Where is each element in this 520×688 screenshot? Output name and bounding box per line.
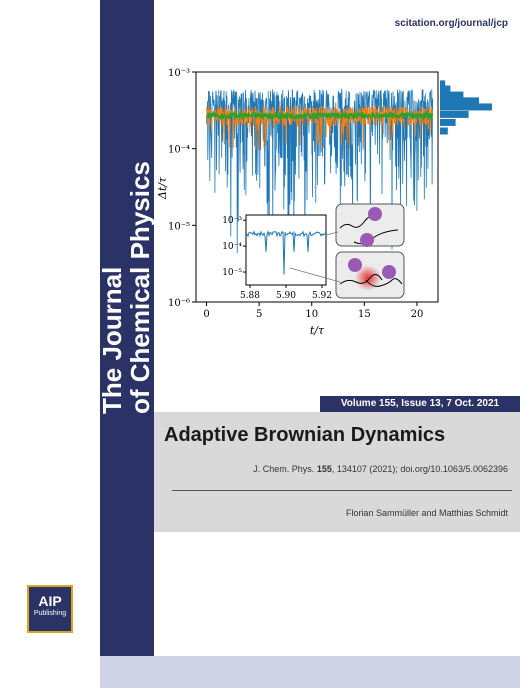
bottom-band (100, 656, 520, 688)
inset-x-tick-label: 5.88 (240, 291, 260, 301)
particle-3 (348, 258, 362, 272)
y-tick-label: 10⁻⁵ (168, 221, 190, 232)
histogram-bar (440, 91, 464, 99)
logo-subtext: Publishing (33, 610, 67, 617)
particle-4 (382, 265, 396, 279)
inset-y-tick-label: 10⁻⁴ (222, 242, 242, 252)
plot-series-group (206, 88, 434, 262)
collision-glow (355, 265, 381, 291)
x-tick-label: 15 (358, 309, 371, 320)
timestep-chart: 0 5 10 15 20 10⁻⁶ 10⁻⁵ 10⁻⁴ 10⁻³ 5.88 5.90 5.92 10⁻… (156, 68, 492, 337)
series-line (206, 110, 434, 122)
histogram-bar (440, 85, 451, 93)
journal-spine: The Journal of Chemical Physics (97, 0, 155, 688)
histogram-bar (440, 97, 479, 105)
x-tick-label: 0 (203, 309, 209, 320)
schematic-chain-4 (365, 278, 403, 287)
histogram-bar (440, 127, 448, 135)
y-axis-label: Δt/τ (156, 176, 169, 200)
article-citation[interactable]: J. Chem. Phys. 155, 134107 (2021); doi.o… (253, 464, 508, 474)
volume-issue-banner: Volume 155, Issue 13, 7 Oct. 2021 (320, 396, 520, 412)
article-title[interactable]: Adaptive Brownian Dynamics (164, 424, 446, 446)
article-authors: Florian Sammüller and Matthias Schmidt (345, 508, 508, 518)
journal-url[interactable]: scitation.org/journal/jcp (394, 18, 508, 29)
inset-series-line (245, 230, 327, 275)
y-tick-label: 10⁻⁴ (168, 145, 190, 156)
article-title-box: Adaptive Brownian Dynamics J. Chem. Phys… (154, 412, 520, 532)
citation-prefix: J. Chem. Phys. (253, 464, 317, 474)
inset-x-tick-label: 5.92 (312, 291, 332, 301)
cover-margin (0, 0, 100, 688)
citation-volume: 155 (316, 464, 332, 474)
journal-title: The Journal of Chemical Physics (97, 74, 155, 414)
histogram-bar (440, 110, 469, 118)
journal-title-line2: of Chemical Physics (125, 161, 155, 414)
schematic-chain-3 (339, 274, 383, 285)
journal-title-line1: The Journal (97, 266, 127, 414)
divider-line (172, 490, 512, 491)
x-tick-label: 10 (305, 309, 318, 320)
y-tick-label: 10⁻³ (168, 68, 190, 79)
series-line (206, 88, 434, 262)
inset-connector-1 (325, 231, 339, 236)
y-tick-label: 10⁻⁶ (168, 298, 190, 309)
inset-frame (245, 214, 327, 286)
histogram-bar (440, 103, 492, 111)
inset-ticks: 5.88 5.90 5.92 10⁻⁵ 10⁻⁴ 10⁻³ (222, 216, 332, 301)
inset-x-tick-label: 5.90 (276, 291, 296, 301)
histogram (440, 80, 492, 135)
inset-y-tick-label: 10⁻³ (222, 216, 242, 226)
particle-1 (368, 207, 382, 221)
aip-publishing-logo: AIP Publishing (27, 585, 73, 633)
inset-connector-2 (289, 267, 341, 283)
histogram-bar (440, 118, 456, 126)
histogram-bar (440, 80, 446, 88)
citation-suffix: , 134107 (2021); doi.org/10.1063/5.00623… (331, 464, 508, 474)
x-tick-label: 5 (256, 309, 262, 320)
inset-series (245, 230, 327, 275)
logo-text: AIP (38, 593, 62, 609)
particle-2 (360, 233, 374, 247)
inset-y-tick-label: 10⁻⁵ (222, 268, 242, 278)
x-axis-label: t/τ (310, 324, 325, 337)
axes-ticks: 0 5 10 15 20 10⁻⁶ 10⁻⁵ 10⁻⁴ 10⁻³ (168, 68, 423, 320)
x-tick-label: 20 (411, 309, 424, 320)
